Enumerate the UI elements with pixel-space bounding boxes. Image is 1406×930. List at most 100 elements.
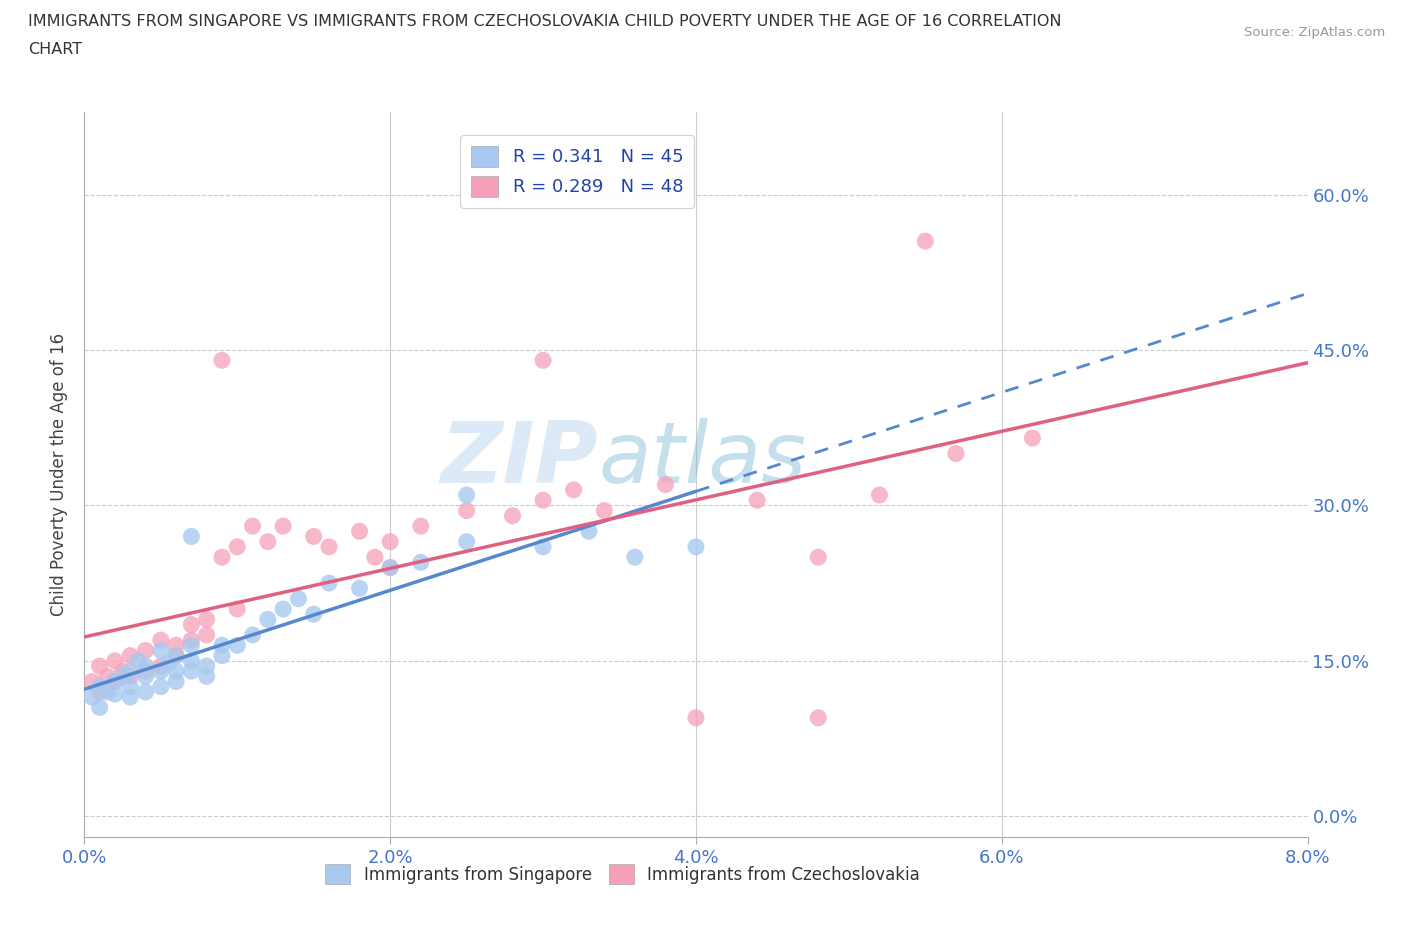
Point xyxy=(127,654,149,669)
Point xyxy=(157,656,180,671)
Point xyxy=(271,519,294,534)
Point xyxy=(624,550,647,565)
Point xyxy=(318,539,340,554)
Point xyxy=(120,648,142,663)
Point xyxy=(869,487,891,502)
Point xyxy=(747,493,769,508)
Point xyxy=(89,684,111,699)
Text: IMMIGRANTS FROM SINGAPORE VS IMMIGRANTS FROM CZECHOSLOVAKIA CHILD POVERTY UNDER : IMMIGRANTS FROM SINGAPORE VS IMMIGRANTS … xyxy=(28,14,1062,29)
Point xyxy=(226,602,249,617)
Text: Source: ZipAtlas.com: Source: ZipAtlas.com xyxy=(1244,26,1385,39)
Point xyxy=(180,529,202,544)
Point xyxy=(135,658,157,673)
Point xyxy=(111,669,134,684)
Point xyxy=(226,638,249,653)
Point xyxy=(211,352,233,367)
Point xyxy=(80,690,103,705)
Point xyxy=(945,446,967,461)
Point xyxy=(364,550,387,565)
Point xyxy=(165,648,187,663)
Point xyxy=(80,674,103,689)
Point xyxy=(149,679,172,694)
Point xyxy=(165,674,187,689)
Point xyxy=(456,534,478,549)
Point xyxy=(104,654,127,669)
Point xyxy=(211,638,233,653)
Point xyxy=(120,664,142,679)
Point xyxy=(409,555,432,570)
Point xyxy=(165,638,187,653)
Point xyxy=(104,674,127,689)
Point xyxy=(271,602,294,617)
Point xyxy=(135,684,157,699)
Point xyxy=(180,638,202,653)
Point xyxy=(195,669,218,684)
Point xyxy=(562,483,585,498)
Point xyxy=(120,679,142,694)
Point xyxy=(349,581,371,596)
Point xyxy=(914,233,936,248)
Point xyxy=(654,477,676,492)
Point xyxy=(409,519,432,534)
Point xyxy=(380,560,402,575)
Point xyxy=(149,643,172,658)
Point xyxy=(180,664,202,679)
Point xyxy=(135,664,157,679)
Point xyxy=(149,658,172,673)
Point xyxy=(111,664,134,679)
Point xyxy=(456,487,478,502)
Point xyxy=(135,643,157,658)
Point xyxy=(104,686,127,701)
Point xyxy=(242,628,264,643)
Point xyxy=(531,493,554,508)
Point xyxy=(211,550,233,565)
Point xyxy=(226,539,249,554)
Point xyxy=(96,669,118,684)
Legend: Immigrants from Singapore, Immigrants from Czechoslovakia: Immigrants from Singapore, Immigrants fr… xyxy=(319,857,927,890)
Point xyxy=(456,503,478,518)
Point xyxy=(180,654,202,669)
Point xyxy=(287,591,309,606)
Point xyxy=(578,524,600,538)
Point xyxy=(89,700,111,715)
Point xyxy=(195,628,218,643)
Point xyxy=(380,560,402,575)
Point xyxy=(211,648,233,663)
Point xyxy=(165,664,187,679)
Point xyxy=(502,509,524,524)
Point xyxy=(149,664,172,679)
Point xyxy=(302,529,325,544)
Point xyxy=(180,632,202,647)
Text: ZIP: ZIP xyxy=(440,418,598,501)
Point xyxy=(531,352,554,367)
Point xyxy=(685,539,707,554)
Point xyxy=(242,519,264,534)
Point xyxy=(593,503,616,518)
Text: atlas: atlas xyxy=(598,418,806,501)
Point xyxy=(685,711,707,725)
Point xyxy=(89,679,111,694)
Point xyxy=(807,711,830,725)
Point xyxy=(120,669,142,684)
Point xyxy=(96,684,118,699)
Point xyxy=(195,612,218,627)
Point xyxy=(318,576,340,591)
Point xyxy=(1021,431,1043,445)
Point xyxy=(180,618,202,632)
Point xyxy=(531,539,554,554)
Point xyxy=(257,534,280,549)
Point xyxy=(149,632,172,647)
Point xyxy=(302,606,325,621)
Point xyxy=(135,669,157,684)
Text: CHART: CHART xyxy=(28,42,82,57)
Point xyxy=(257,612,280,627)
Y-axis label: Child Poverty Under the Age of 16: Child Poverty Under the Age of 16 xyxy=(51,333,69,616)
Point xyxy=(165,648,187,663)
Point xyxy=(807,550,830,565)
Point xyxy=(120,690,142,705)
Point xyxy=(89,658,111,673)
Point xyxy=(349,524,371,538)
Point xyxy=(380,534,402,549)
Point xyxy=(195,658,218,673)
Point xyxy=(104,674,127,689)
